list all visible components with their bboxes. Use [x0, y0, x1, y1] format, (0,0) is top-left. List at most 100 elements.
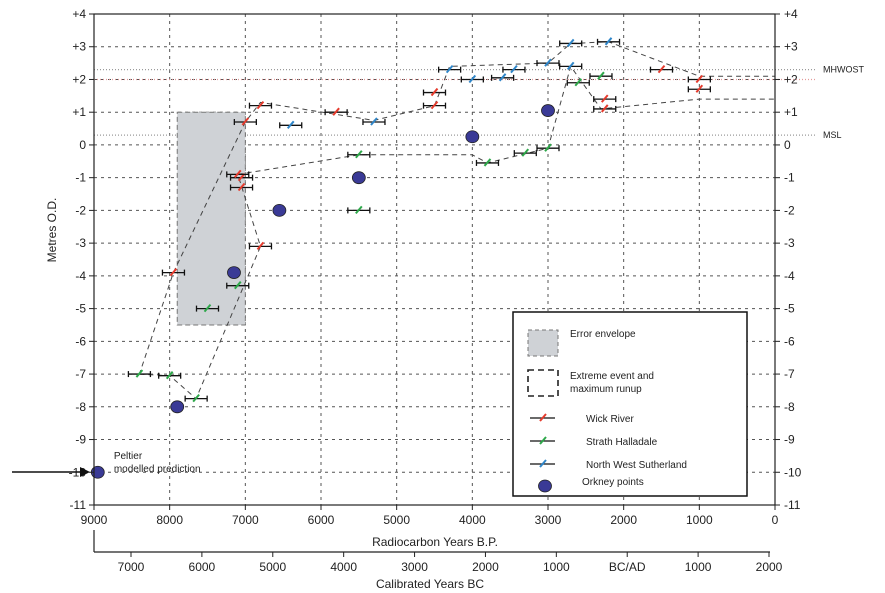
y-tick-label: -6 [75, 334, 86, 348]
point-marker [600, 94, 609, 103]
legend-marker [539, 459, 547, 468]
point-marker [597, 71, 605, 80]
legend-label: maximum runup [570, 384, 642, 395]
point-marker [521, 148, 530, 157]
x-tick-label: 2000 [610, 513, 637, 527]
y-tick-label: -1 [75, 171, 86, 185]
legend-swatch-runup [527, 369, 559, 397]
orkney-point [541, 104, 555, 117]
sea-level-point [589, 71, 613, 80]
reference-label: MHWOST [823, 65, 864, 75]
x2-tick-label: 1000 [543, 560, 570, 574]
point-marker [203, 303, 212, 313]
x2-tick-label: 1000 [685, 560, 712, 574]
point-marker [370, 117, 378, 126]
point-marker [657, 64, 666, 74]
sea-level-point [513, 148, 537, 157]
sea-level-point [195, 303, 220, 313]
sea-level-point [536, 58, 560, 67]
y-tick-label: +1 [72, 105, 86, 119]
annotations: Peltier modelled prediction [114, 451, 201, 475]
point-marker [566, 61, 575, 71]
sea-level-point [362, 117, 386, 126]
sea-level-point [490, 73, 515, 82]
x2-tick-label: 7000 [118, 560, 145, 574]
x-tick-label: 8000 [156, 513, 183, 527]
sea-level-point [127, 369, 152, 378]
x2-tick-label: 2000 [756, 560, 783, 574]
point-marker [695, 74, 704, 84]
sea-level-point [158, 371, 182, 380]
axis-ticks: +4 +4 +3 +3 +2 +2 +1 +1 0 0 -1 -1 -2 -2 -3 -3 -4 -4 -5 -5 -6… [69, 7, 802, 527]
sea-level-point [161, 267, 186, 277]
orkney-point [272, 203, 287, 217]
plot-frame [93, 13, 776, 506]
sea-level-point [593, 94, 617, 103]
sea-level-point [596, 37, 621, 46]
point-marker [544, 143, 552, 152]
prediction-arrow [12, 467, 90, 477]
x2-tick-label: 3000 [401, 560, 428, 574]
x-tick-label: 4000 [459, 513, 486, 527]
y-tick-label: -7 [75, 367, 86, 381]
point-marker [445, 64, 454, 74]
y-tick-label-right: -11 [784, 498, 801, 512]
y-tick-label: -3 [75, 236, 86, 250]
sea-level-point [437, 64, 462, 74]
legend-label: Orkney points [582, 477, 644, 488]
x2-tick-label: 6000 [189, 560, 216, 574]
y-tick-label-right: +1 [784, 105, 798, 119]
y-tick-label: -5 [75, 302, 86, 316]
sea-level-point [593, 104, 617, 113]
sea-level-point [248, 101, 273, 110]
legend-marker [539, 413, 547, 422]
y-tick-label: +3 [72, 40, 86, 54]
sea-level-point [226, 169, 250, 179]
x-tick-label: 6000 [308, 513, 335, 527]
annotation: Peltier [114, 451, 143, 462]
annotation: modelled prediction [114, 464, 201, 475]
sea-level-point [536, 143, 560, 152]
x2-tick-label: 2000 [472, 560, 499, 574]
sea-level-point [687, 74, 711, 84]
sea-level-point [559, 38, 583, 48]
y-tick-label-right: -1 [784, 171, 795, 185]
point-marker [574, 78, 583, 87]
y-tick-label-right: -4 [784, 269, 795, 283]
sea-level-point [475, 158, 500, 167]
point-marker [468, 74, 477, 84]
sea-level-point [279, 120, 303, 129]
y-tick-label: -4 [75, 269, 86, 283]
point-marker [165, 371, 174, 380]
point-marker [234, 281, 242, 290]
orkney-point [170, 400, 185, 414]
y-tick-label-right: 0 [784, 138, 791, 152]
point-marker [234, 169, 242, 179]
legend-label: Error envelope [570, 329, 636, 340]
sea-level-point [184, 393, 208, 403]
x2-axis-title: Calibrated Years BC [376, 577, 484, 591]
legend-label: Extreme event and [570, 371, 654, 382]
sea-level-point [559, 61, 583, 71]
y-tick-label: 0 [79, 138, 86, 152]
x2-tick-label: 4000 [330, 560, 357, 574]
point-marker [430, 87, 439, 97]
legend-label: Wick River [586, 414, 634, 425]
error-envelope-box [176, 111, 246, 326]
y-tick-label-right: -7 [784, 367, 795, 381]
x2-tick-label: 5000 [259, 560, 286, 574]
y-tick-label-right: -2 [784, 203, 795, 217]
sea-level-point [229, 182, 254, 192]
x-tick-label: 9000 [81, 513, 108, 527]
point-marker [355, 205, 363, 215]
sea-level-point [233, 117, 257, 126]
y-tick-label: -8 [75, 400, 86, 414]
x-tick-label: 1000 [686, 513, 713, 527]
legend-label: North West Sutherland [586, 460, 687, 471]
point-marker [498, 73, 507, 82]
x-tick-label: 7000 [232, 513, 259, 527]
point-marker [286, 120, 295, 129]
legend-orkney-marker [538, 479, 552, 493]
legend-swatch-envelope [527, 329, 559, 357]
y-tick-label-right: -6 [784, 334, 795, 348]
